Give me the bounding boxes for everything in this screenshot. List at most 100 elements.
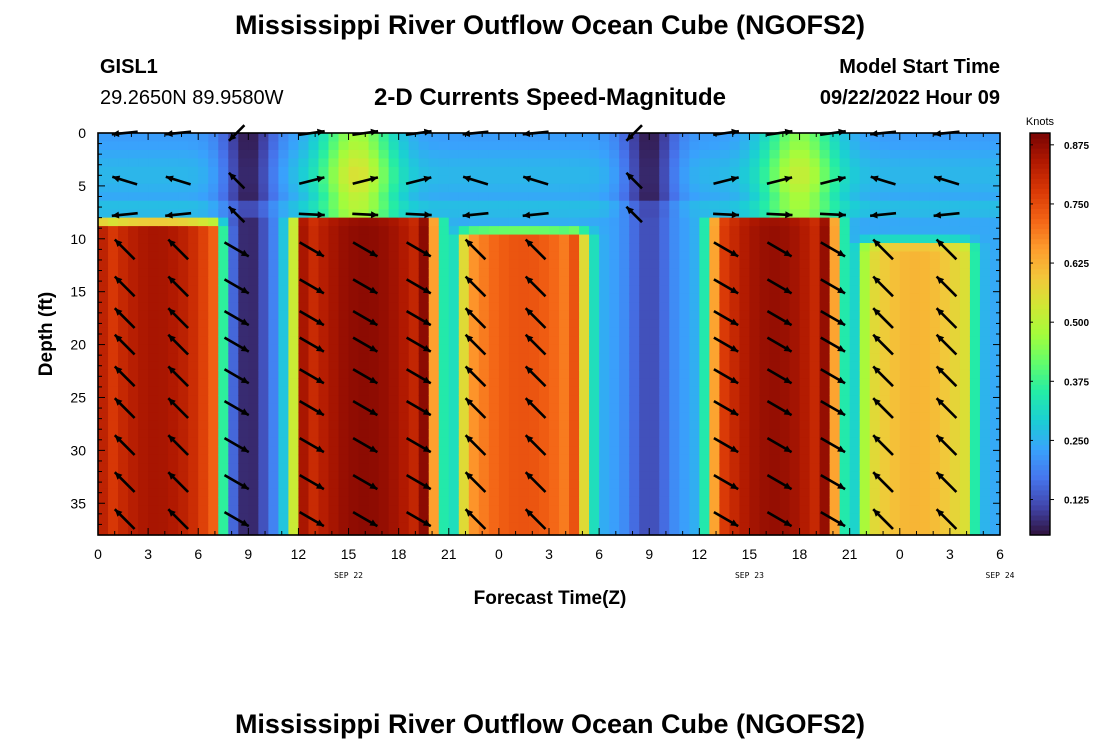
heat-cell	[789, 412, 801, 422]
heat-cell	[468, 149, 480, 159]
heat-cell	[579, 344, 590, 354]
heat-cell	[859, 319, 871, 329]
heat-cell	[458, 243, 470, 253]
heat-cell	[629, 234, 640, 244]
heat-cell	[128, 166, 139, 176]
heat-cell	[298, 200, 310, 210]
heat-cell	[549, 378, 560, 388]
arrow-head	[168, 308, 176, 316]
heat-cell	[488, 446, 500, 456]
heat-cell	[919, 395, 931, 405]
heat-cell	[869, 378, 881, 388]
heat-cell	[649, 471, 660, 481]
arrow-head	[423, 175, 432, 183]
heat-cell	[669, 183, 680, 193]
heat-cell	[609, 505, 620, 515]
heat-cell	[949, 226, 961, 236]
heat-cell	[759, 209, 771, 219]
heat-cell	[859, 243, 871, 253]
heat-cell	[248, 353, 259, 363]
heat-cell	[138, 361, 149, 371]
heat-cell	[288, 429, 300, 439]
heat-cell	[148, 133, 159, 143]
heat-cell	[769, 513, 781, 523]
heat-cell	[278, 226, 290, 236]
heat-cell	[909, 446, 921, 456]
heat-cell	[268, 234, 279, 244]
heat-cell	[128, 259, 139, 270]
arrow-head	[783, 408, 792, 416]
heat-cell	[258, 530, 269, 536]
heat-cell	[959, 446, 971, 456]
heat-cell	[919, 420, 931, 430]
heat-cell	[278, 310, 290, 320]
heat-cell	[719, 268, 730, 278]
heat-cell	[559, 175, 570, 185]
heat-cell	[699, 522, 710, 532]
heat-cell	[378, 149, 390, 159]
arrow-head	[422, 345, 431, 352]
arrow-head	[783, 376, 792, 384]
heat-cell	[619, 217, 630, 227]
heat-cell	[188, 226, 199, 236]
heat-cell	[739, 386, 751, 396]
heat-cell	[458, 166, 470, 176]
heat-cell	[448, 200, 460, 210]
heat-cell	[408, 429, 420, 439]
arrow-head	[370, 128, 379, 136]
heat-cell	[769, 183, 781, 193]
arrow-head	[784, 128, 793, 136]
heat-cell	[98, 353, 109, 363]
heat-cell	[949, 429, 961, 439]
heat-cell	[849, 200, 861, 210]
heat-cell	[619, 243, 630, 253]
heat-cell	[599, 471, 610, 481]
heat-cell	[749, 361, 761, 371]
heat-cell	[188, 175, 199, 185]
heat-cell	[689, 530, 700, 536]
heat-cell	[378, 446, 390, 456]
heat-cell	[288, 471, 300, 481]
heat-cell	[939, 412, 951, 422]
heat-cell	[388, 369, 400, 380]
heat-cell	[839, 217, 851, 227]
heat-cell	[549, 530, 560, 536]
arrow-head	[626, 172, 634, 181]
heat-cell	[639, 259, 650, 270]
heat-cell	[709, 522, 720, 532]
heat-cell	[869, 344, 881, 354]
heat-cell	[949, 479, 961, 490]
heat-cell	[538, 302, 550, 312]
heat-cell	[589, 395, 600, 405]
heat-cell	[919, 488, 931, 498]
heat-cell	[228, 259, 239, 270]
heat-cell	[218, 166, 229, 176]
heat-cell	[268, 378, 279, 388]
heat-cell	[508, 200, 520, 210]
arrow-head	[369, 318, 378, 326]
heat-cell	[128, 226, 139, 236]
heat-cell	[869, 403, 881, 413]
heat-cell	[168, 488, 179, 498]
heat-cell	[579, 522, 590, 532]
heat-cell	[178, 327, 189, 337]
heat-cell	[759, 344, 771, 354]
heat-cell	[669, 336, 680, 346]
heat-cell	[599, 488, 610, 498]
heat-cell	[528, 505, 540, 515]
heat-cell	[979, 505, 991, 515]
heat-cell	[268, 200, 279, 210]
heat-cell	[388, 336, 400, 346]
heat-cell	[849, 513, 861, 523]
heat-cell	[298, 513, 310, 523]
heat-cell	[278, 259, 290, 270]
heat-cell	[128, 268, 139, 278]
heat-cell	[709, 133, 720, 143]
heat-cell	[659, 133, 670, 143]
heat-cell	[128, 217, 139, 227]
heat-cell	[899, 259, 911, 270]
heat-cell	[569, 395, 580, 405]
heat-cell	[799, 293, 811, 303]
heat-cell	[108, 166, 119, 176]
heat-cell	[669, 175, 680, 185]
